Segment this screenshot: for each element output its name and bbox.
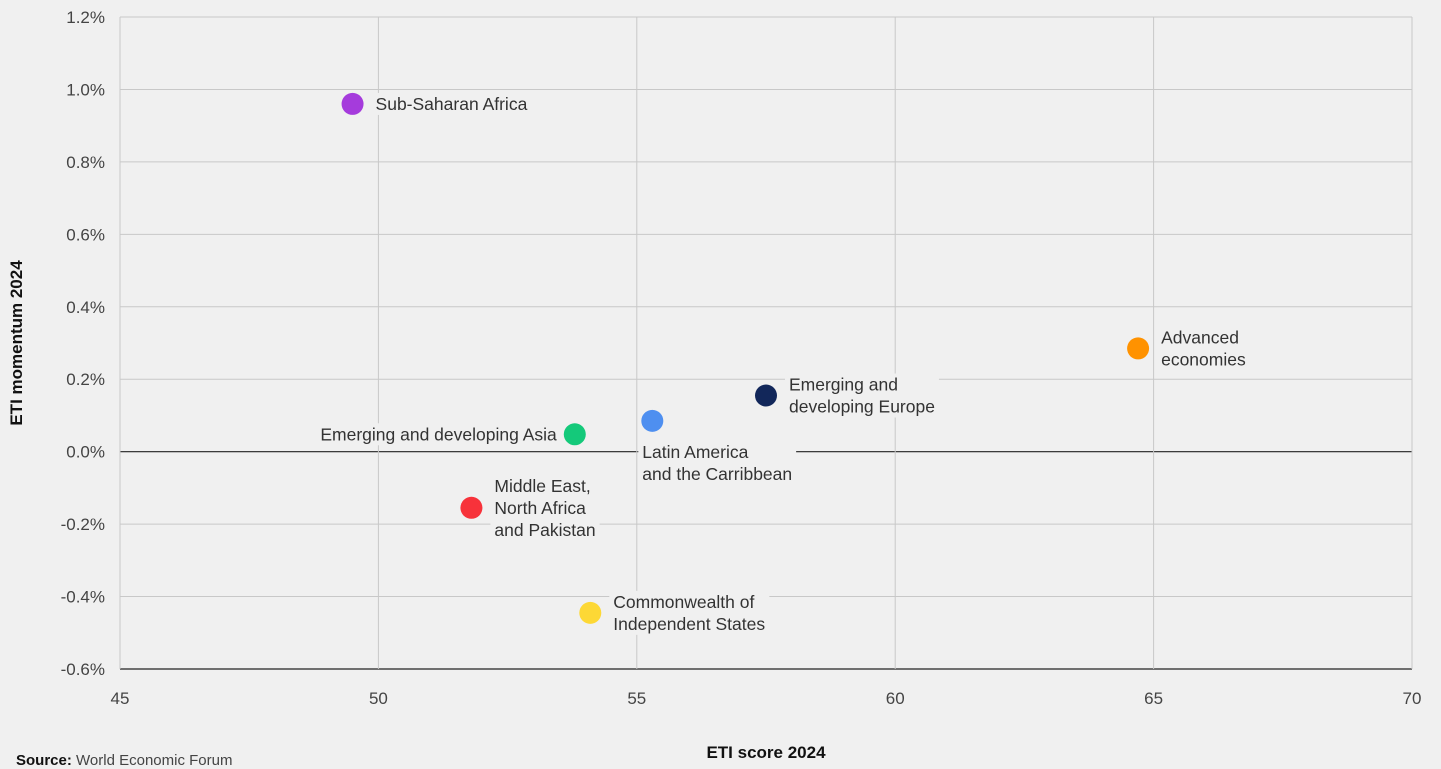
x-tick-label: 60 — [886, 689, 905, 708]
point-latin-america-caribbean — [641, 409, 664, 432]
label-background — [371, 92, 532, 115]
y-tick-label: -0.2% — [61, 515, 105, 534]
point-label-commonwealth-independent-states: Independent States — [613, 614, 765, 634]
point-label-latin-america-caribbean: and the Carribbean — [642, 464, 792, 484]
label-background — [490, 474, 600, 541]
label-background — [316, 423, 562, 446]
y-tick-label: 0.0% — [66, 443, 105, 462]
point-label-middle-east-north-africa-pakistan: North Africa — [494, 498, 586, 518]
point-label-commonwealth-independent-states: Commonwealth of — [613, 592, 754, 612]
source-text: World Economic Forum — [76, 752, 233, 769]
x-axis-ticks: 45 50 55 60 65 70 — [111, 689, 1422, 708]
label-background — [609, 590, 770, 635]
y-tick-label: 1.2% — [66, 8, 105, 27]
x-tick-label: 70 — [1403, 689, 1422, 708]
source-label: Source: — [16, 752, 72, 769]
source-note: Source: World Economic Forum — [16, 752, 232, 769]
x-tick-label: 55 — [627, 689, 646, 708]
y-tick-label: -0.6% — [61, 660, 105, 679]
point-advanced-economies — [1127, 337, 1150, 360]
point-label-sub-saharan-africa: Sub-Saharan Africa — [376, 94, 528, 114]
x-axis-title: ETI score 2024 — [706, 743, 826, 762]
point-label-emerging-developing-asia: Emerging and developing Asia — [320, 424, 557, 444]
y-tick-label: -0.4% — [61, 588, 105, 607]
point-middle-east-north-africa-pakistan — [460, 496, 483, 519]
x-tick-label: 50 — [369, 689, 388, 708]
y-axis-ticks: -0.6% -0.4% -0.2% 0.0% 0.2% 0.4% 0.6% 0.8% 1.0% 1… — [61, 8, 105, 679]
label-background — [1157, 326, 1250, 371]
point-label-group: Sub-Saharan Africa — [371, 92, 532, 115]
y-axis-title: ETI momentum 2024 — [7, 260, 26, 426]
label-background — [638, 440, 797, 485]
point-sub-saharan-africa — [341, 92, 364, 115]
y-tick-label: 1.0% — [66, 80, 105, 99]
point-emerging-developing-europe — [755, 384, 777, 407]
point-group-sub-saharan-africa: Sub-Saharan Africa — [341, 92, 532, 115]
point-label-middle-east-north-africa-pakistan: and Pakistan — [494, 520, 595, 540]
point-label-group: Emerging and developing Asia — [316, 423, 562, 446]
point-emerging-developing-asia — [563, 423, 586, 446]
y-tick-label: 0.6% — [66, 225, 105, 244]
point-group-emerging-developing-asia: Emerging and developing Asia — [316, 423, 586, 446]
point-label-advanced-economies: economies — [1161, 349, 1246, 369]
y-tick-label: 0.2% — [66, 370, 105, 389]
point-label-emerging-developing-europe: Emerging and — [789, 375, 898, 395]
point-label-latin-america-caribbean: Latin America — [642, 442, 748, 462]
y-tick-label: 0.4% — [66, 298, 105, 317]
x-tick-label: 65 — [1144, 689, 1163, 708]
label-background — [785, 373, 939, 418]
y-tick-label: 0.8% — [66, 153, 105, 172]
point-label-middle-east-north-africa-pakistan: Middle East, — [494, 476, 590, 496]
point-label-advanced-economies: Advanced — [1161, 327, 1239, 347]
point-commonwealth-independent-states — [579, 601, 602, 624]
point-label-emerging-developing-europe: developing Europe — [789, 397, 935, 417]
x-tick-label: 45 — [111, 689, 130, 708]
grid-lines — [119, 16, 1413, 670]
